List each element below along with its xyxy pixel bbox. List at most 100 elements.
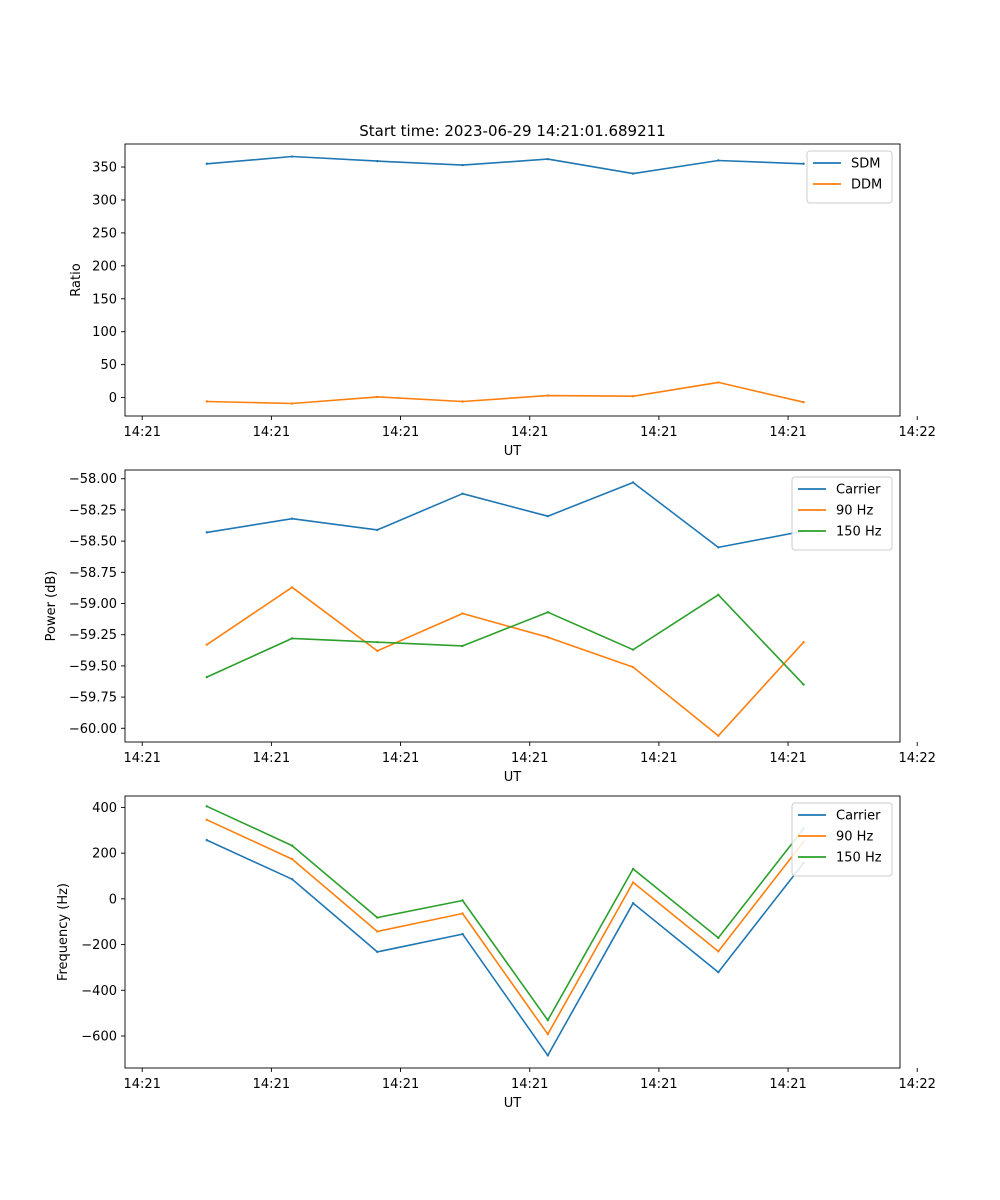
- x-tick-label: 14:21: [123, 1077, 160, 1092]
- legend-label: 90 Hz: [836, 830, 873, 845]
- legend-label: Carrier: [836, 483, 881, 498]
- data-point: [631, 902, 635, 905]
- x-tick-label: 14:21: [382, 425, 419, 440]
- data-point: [461, 400, 464, 403]
- legend-label: 150 Hz: [836, 851, 882, 866]
- data-point: [376, 528, 379, 532]
- y-tick-label: −58.75: [69, 566, 117, 581]
- y-tick-label: −200: [81, 938, 117, 953]
- x-tick-label: 14:21: [253, 1077, 290, 1092]
- legend: SDM DDM: [806, 150, 893, 204]
- data-point: [461, 492, 464, 495]
- figure-title: Start time: 2023-06-29 14:21:01.689211: [359, 122, 665, 140]
- data-point: [461, 644, 464, 648]
- data-point: [631, 648, 635, 651]
- data-point: [290, 844, 294, 847]
- x-tick-label: 14:21: [123, 751, 160, 766]
- data-point: [631, 665, 635, 669]
- y-tick-label: 300: [92, 193, 117, 208]
- data-point: [290, 402, 294, 405]
- x-tick-label: 14:21: [769, 425, 806, 440]
- y-tick-label: −58.25: [69, 503, 117, 518]
- data-point: [205, 643, 209, 646]
- data-point: [802, 162, 805, 165]
- data-point: [717, 734, 720, 737]
- data-point: [205, 400, 209, 403]
- x-tick-label: 14:21: [123, 425, 160, 440]
- data-point: [376, 649, 379, 653]
- x-axis-label: UT: [504, 444, 522, 459]
- data-point: [376, 395, 379, 399]
- y-axis-label: Power (dB): [44, 571, 59, 642]
- legend-label: 150 Hz: [836, 525, 882, 540]
- x-tick-label: 14:21: [253, 751, 290, 766]
- data-point: [376, 930, 379, 933]
- data-point: [546, 1032, 550, 1036]
- y-tick-label: −400: [81, 984, 117, 999]
- data-point: [631, 172, 635, 175]
- series-line-90-hz: [206, 819, 805, 1035]
- data-point: [717, 593, 720, 596]
- x-tick-label: 14:21: [511, 1077, 548, 1092]
- y-tick-label: −600: [81, 1030, 117, 1045]
- x-tick-label: 14:22: [898, 425, 935, 440]
- x-tick-label: 14:21: [640, 1077, 677, 1092]
- y-axis-label: Frequency (Hz): [56, 883, 71, 981]
- data-point: [717, 936, 720, 940]
- data-point: [546, 394, 550, 397]
- legend-box: [806, 150, 893, 204]
- y-tick-label: 0: [109, 391, 117, 406]
- y-tick-label: 350: [92, 161, 117, 176]
- legend-label: DDM: [851, 178, 882, 193]
- axes-frame: [124, 469, 901, 743]
- data-point: [546, 635, 550, 639]
- series-line-ddm: [206, 381, 804, 405]
- data-point: [717, 381, 720, 384]
- data-point: [461, 612, 464, 615]
- y-tick-label: −59.50: [69, 659, 117, 674]
- axes-frame: [124, 795, 901, 1069]
- y-tick-label: 200: [92, 259, 117, 274]
- data-point: [717, 159, 720, 162]
- x-axis-label: UT: [504, 1096, 522, 1111]
- y-tick-label: 50: [100, 358, 117, 373]
- data-point: [546, 514, 550, 518]
- y-axis-label: Ratio: [69, 263, 84, 296]
- legend: Carrier 90 Hz 150 Hz: [791, 476, 893, 551]
- data-point: [802, 683, 805, 686]
- series-line-sdm: [206, 155, 804, 175]
- series-line-150-hz: [206, 593, 805, 686]
- data-point: [631, 867, 635, 871]
- data-point: [546, 1019, 550, 1022]
- data-point: [376, 640, 379, 644]
- subplot-1: 14:21 14:21 14:21 14:21 14:21 14:21 14:22 0 50 10…: [69, 143, 936, 459]
- y-tick-label: 100: [92, 325, 117, 340]
- legend-label: 90 Hz: [836, 504, 873, 519]
- subplot-3: 14:21 14:21 14:21 14:21 14:21 14:21 14:22 −600 −…: [56, 795, 936, 1111]
- data-point: [717, 546, 720, 549]
- data-point: [717, 971, 720, 974]
- data-point: [802, 640, 805, 644]
- data-point: [717, 950, 720, 953]
- data-point: [376, 916, 379, 919]
- y-tick-label: −59.00: [69, 597, 117, 612]
- series-line-carrier: [206, 481, 804, 549]
- data-point: [631, 481, 635, 484]
- x-axis-label: UT: [504, 770, 522, 785]
- data-point: [631, 881, 635, 884]
- data-point: [205, 162, 209, 165]
- x-tick-label: 14:22: [898, 751, 935, 766]
- y-tick-label: −58.50: [69, 535, 117, 550]
- x-tick-label: 14:21: [769, 1077, 806, 1092]
- data-point: [461, 899, 464, 902]
- data-point: [546, 1054, 550, 1057]
- plots-group: 14:21 14:21 14:21 14:21 14:21 14:21 14:22 0 50 10…: [44, 143, 936, 1111]
- data-point: [205, 675, 209, 679]
- data-point: [205, 838, 209, 842]
- x-tick-label: 14:22: [898, 1077, 935, 1092]
- data-point: [290, 586, 294, 589]
- data-point: [461, 163, 464, 167]
- axes-frame: [124, 143, 901, 417]
- x-tick-label: 14:21: [511, 425, 548, 440]
